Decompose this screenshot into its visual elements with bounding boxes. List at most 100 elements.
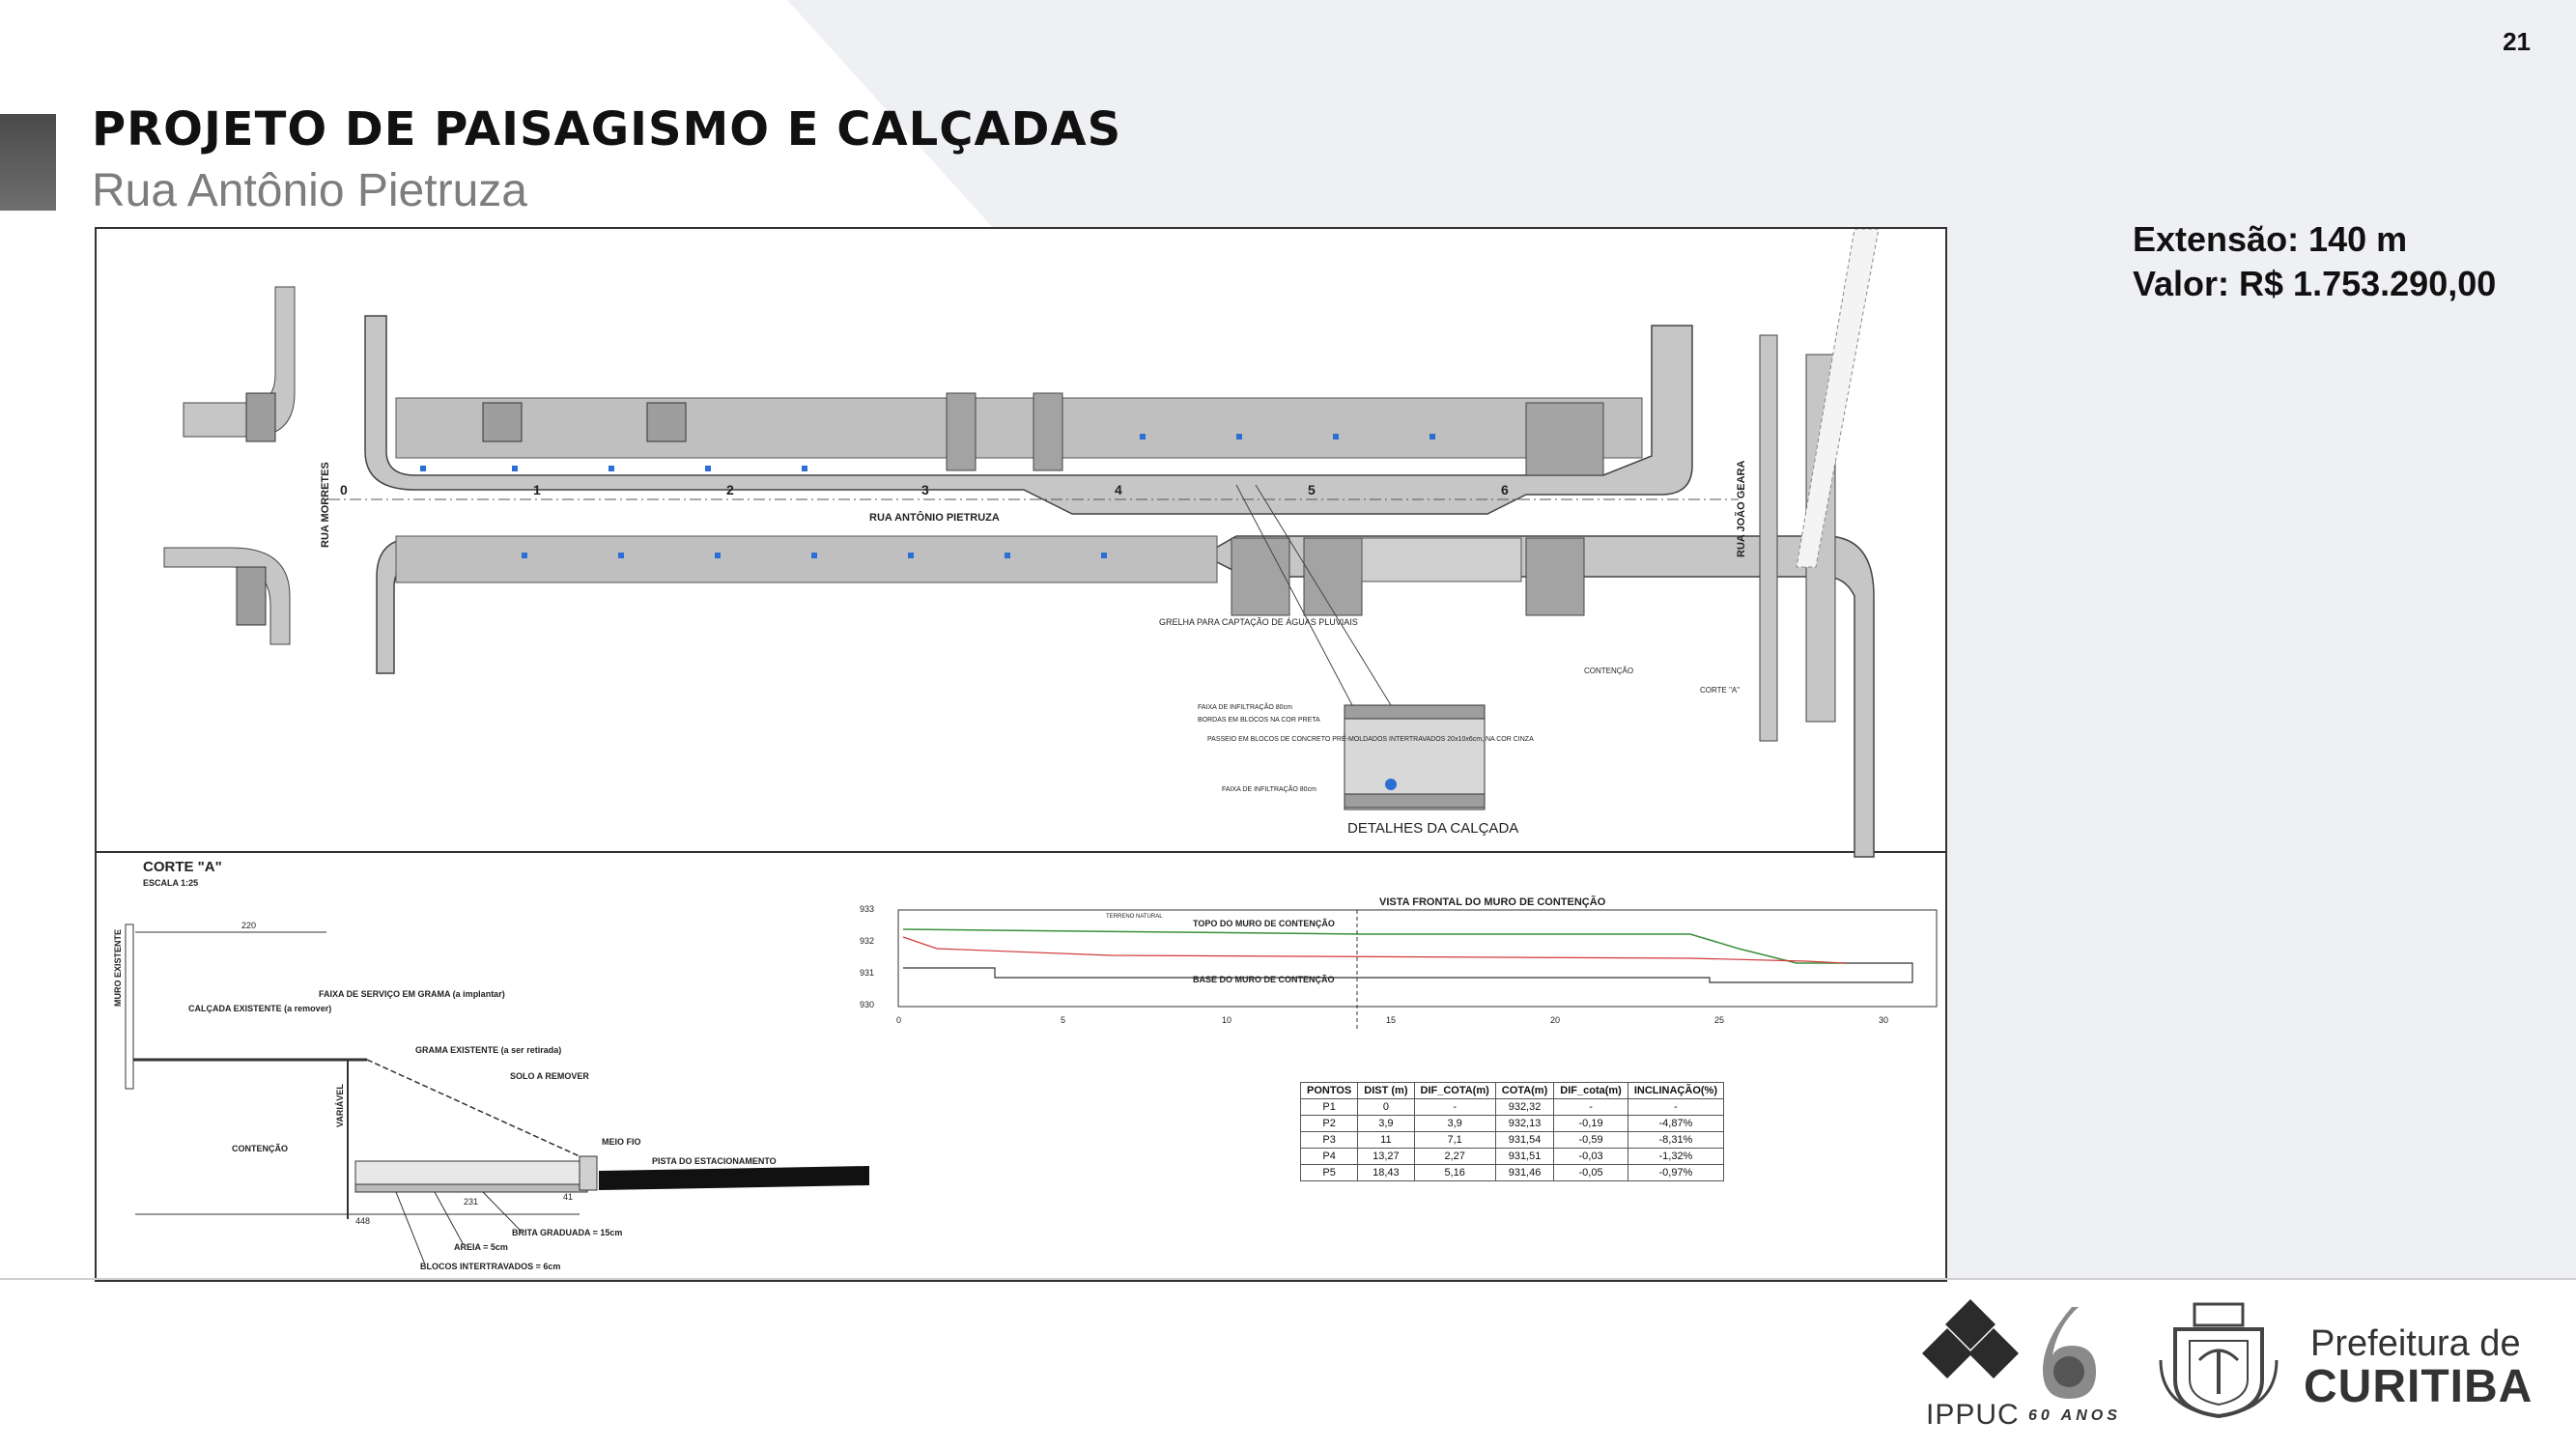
- table-header: DIF_cota(m): [1553, 1082, 1628, 1099]
- table-header: DIST (m): [1357, 1082, 1415, 1099]
- table-cell: 931,54: [1494, 1131, 1555, 1149]
- elev-x-10: 10: [1222, 1015, 1231, 1025]
- details-title: DETALHES DA CALÇADA: [1347, 820, 1518, 837]
- table-row: P5 18,43 5,16 931,46 -0,05 -0,97%: [1299, 1164, 1725, 1181]
- elev-y-933: 933: [860, 904, 874, 914]
- table-cell: 11: [1357, 1131, 1415, 1149]
- elevation-title: VISTA FRONTAL DO MURO DE CONTENÇÃO: [1379, 895, 1606, 908]
- table-row: P3 11 7,1 931,54 -0,59 -8,31%: [1299, 1131, 1725, 1149]
- table-cell: -0,03: [1553, 1148, 1628, 1165]
- table-cell: -: [1413, 1098, 1496, 1116]
- technical-drawing: 0 1 2 3 4 5 6 RUA ANTÔNIO PIETRUZA RUA M…: [95, 227, 1947, 1282]
- table-cell: -: [1553, 1098, 1628, 1116]
- section-pista: PISTA DO ESTACIONAMENTO: [652, 1156, 777, 1166]
- section-dim-231: 231: [464, 1197, 478, 1207]
- section-variavel: VARIÁVEL: [335, 1084, 345, 1127]
- prefeitura-line1: Prefeitura de: [2310, 1323, 2521, 1364]
- plan-view: 0 1 2 3 4 5 6 RUA ANTÔNIO PIETRUZA RUA M…: [163, 229, 1880, 858]
- table-cell: 2,27: [1413, 1148, 1496, 1165]
- footer-divider: [0, 1278, 2576, 1280]
- station-3: 3: [921, 482, 929, 497]
- table-row: P4 13,27 2,27 931,51 -0,03 -1,32%: [1299, 1148, 1725, 1165]
- table-cell: P5: [1299, 1164, 1359, 1181]
- detail-note-3: PASSEIO EM BLOCOS DE CONCRETO PRÉ-MOLDAD…: [1207, 734, 1534, 743]
- section-brita: BRITA GRADUADA = 15cm: [512, 1228, 622, 1237]
- table-row: P2 3,9 3,9 932,13 -0,19 -4,87%: [1299, 1115, 1725, 1132]
- section-grama: GRAMA EXISTENTE (a ser retirada): [415, 1045, 561, 1055]
- ippuc-logo-text: IPPUC: [1926, 1399, 2020, 1431]
- elev-y-930: 930: [860, 1000, 874, 1009]
- elev-x-25: 25: [1714, 1015, 1724, 1025]
- elevation-top-label: TOPO DO MURO DE CONTENÇÃO: [1193, 919, 1335, 928]
- accent-bar: [0, 114, 56, 211]
- detail-note-2: BORDAS EM BLOCOS NA COR PRETA: [1198, 717, 1320, 724]
- prefeitura-line2: CURITIBA: [2304, 1361, 2534, 1412]
- ippuc-logo-icon: [1922, 1299, 2019, 1378]
- grelha-label: GRELHA PARA CAPTAÇÃO DE ÁGUAS PLUVIAIS: [1159, 617, 1358, 627]
- corte-a-section: CORTE "A" ESCALA 1:25 MURO EXISTENTE 220…: [113, 859, 869, 1271]
- sixty-years-text: 60 ANOS: [2028, 1407, 2121, 1424]
- detail-note-4: FAIXA DE INFILTRAÇÃO 80cm: [1222, 784, 1316, 793]
- elev-x-30: 30: [1879, 1015, 1888, 1025]
- section-dim-448: 448: [355, 1216, 370, 1226]
- elev-x-15: 15: [1386, 1015, 1396, 1025]
- table-cell: 932,32: [1494, 1098, 1555, 1116]
- contencao-plan-label: CONTENÇÃO: [1584, 667, 1633, 675]
- station-2: 2: [726, 482, 734, 497]
- curitiba-crest-icon: [2159, 1302, 2279, 1418]
- table-cell: 0: [1357, 1098, 1415, 1116]
- table-cell: 931,46: [1494, 1164, 1555, 1181]
- street-main-label: RUA ANTÔNIO PIETRUZA: [869, 511, 1000, 524]
- section-muro: MURO EXISTENTE: [113, 929, 123, 1007]
- table-header-row: PONTOS DIST (m) DIF_COTA(m) COTA(m) DIF_…: [1299, 1082, 1725, 1099]
- elevation-terrain-label: TERRENO NATURAL: [1106, 914, 1163, 920]
- section-areia: AREIA = 5cm: [454, 1242, 508, 1252]
- station-4: 4: [1115, 482, 1122, 497]
- table-row: P1 0 - 932,32 - -: [1299, 1098, 1725, 1116]
- elevation-base-label: BASE DO MURO DE CONTENÇÃO: [1193, 975, 1335, 984]
- table-cell: P2: [1299, 1115, 1359, 1132]
- section-scale: ESCALA 1:25: [143, 878, 198, 888]
- table-cell: -0,59: [1553, 1131, 1628, 1149]
- table-cell: 7,1: [1413, 1131, 1496, 1149]
- page-title: PROJETO DE PAISAGISMO E CALÇADAS: [92, 102, 1122, 156]
- table-cell: -: [1627, 1098, 1725, 1116]
- elev-y-931: 931: [860, 968, 874, 978]
- table-cell: -0,05: [1553, 1164, 1628, 1181]
- table-header: PONTOS: [1299, 1082, 1359, 1099]
- elev-x-5: 5: [1061, 1015, 1065, 1025]
- value-text: Valor: R$ 1.753.290,00: [2133, 264, 2497, 303]
- page-number: 21: [2503, 27, 2531, 56]
- section-calcada: CALÇADA EXISTENTE (a remover): [188, 1004, 331, 1013]
- station-0: 0: [340, 482, 348, 497]
- table-cell: -0,19: [1553, 1115, 1628, 1132]
- table-cell: 3,9: [1413, 1115, 1496, 1132]
- table-cell: 13,27: [1357, 1148, 1415, 1165]
- page-subtitle: Rua Antônio Pietruza: [92, 165, 527, 216]
- extension-text: Extensão: 140 m: [2133, 219, 2408, 259]
- elev-y-932: 932: [860, 936, 874, 946]
- table-cell: 18,43: [1357, 1164, 1415, 1181]
- section-blocos: BLOCOS INTERTRAVADOS = 6cm: [420, 1262, 560, 1271]
- street-right-label: RUA JOÃO GEARA: [1735, 461, 1747, 557]
- retaining-wall-elevation: VISTA FRONTAL DO MURO DE CONTENÇÃO TOPO …: [860, 895, 1938, 1031]
- detail-note-1: FAIXA DE INFILTRAÇÃO 80cm: [1198, 702, 1292, 711]
- corte-plan-label: CORTE "A": [1700, 686, 1740, 695]
- table-header: COTA(m): [1494, 1082, 1555, 1099]
- table-cell: P3: [1299, 1131, 1359, 1149]
- elev-x-0: 0: [896, 1015, 901, 1025]
- points-table: PONTOS DIST (m) DIF_COTA(m) COTA(m) DIF_…: [1299, 1082, 1725, 1181]
- station-6: 6: [1501, 482, 1509, 497]
- table-header: DIF_COTA(m): [1413, 1082, 1496, 1099]
- table-cell: 932,13: [1494, 1115, 1555, 1132]
- table-cell: P4: [1299, 1148, 1359, 1165]
- station-5: 5: [1308, 482, 1316, 497]
- station-1: 1: [533, 482, 541, 497]
- street-left-label: RUA MORRETES: [320, 462, 331, 548]
- table-cell: -0,97%: [1627, 1164, 1725, 1181]
- table-cell: 5,16: [1413, 1164, 1496, 1181]
- section-title: CORTE "A": [143, 859, 222, 875]
- section-contencao: CONTENÇÃO: [232, 1144, 288, 1153]
- table-cell: 931,51: [1494, 1148, 1555, 1165]
- elev-x-20: 20: [1550, 1015, 1560, 1025]
